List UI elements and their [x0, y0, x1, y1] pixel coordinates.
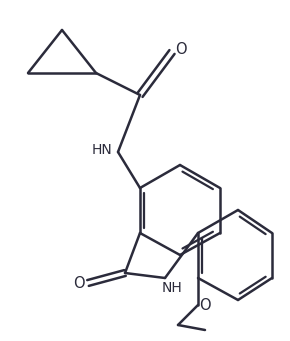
Text: O: O [199, 297, 211, 312]
Text: O: O [175, 42, 187, 57]
Text: HN: HN [92, 143, 113, 157]
Text: NH: NH [162, 281, 182, 295]
Text: O: O [73, 276, 85, 291]
